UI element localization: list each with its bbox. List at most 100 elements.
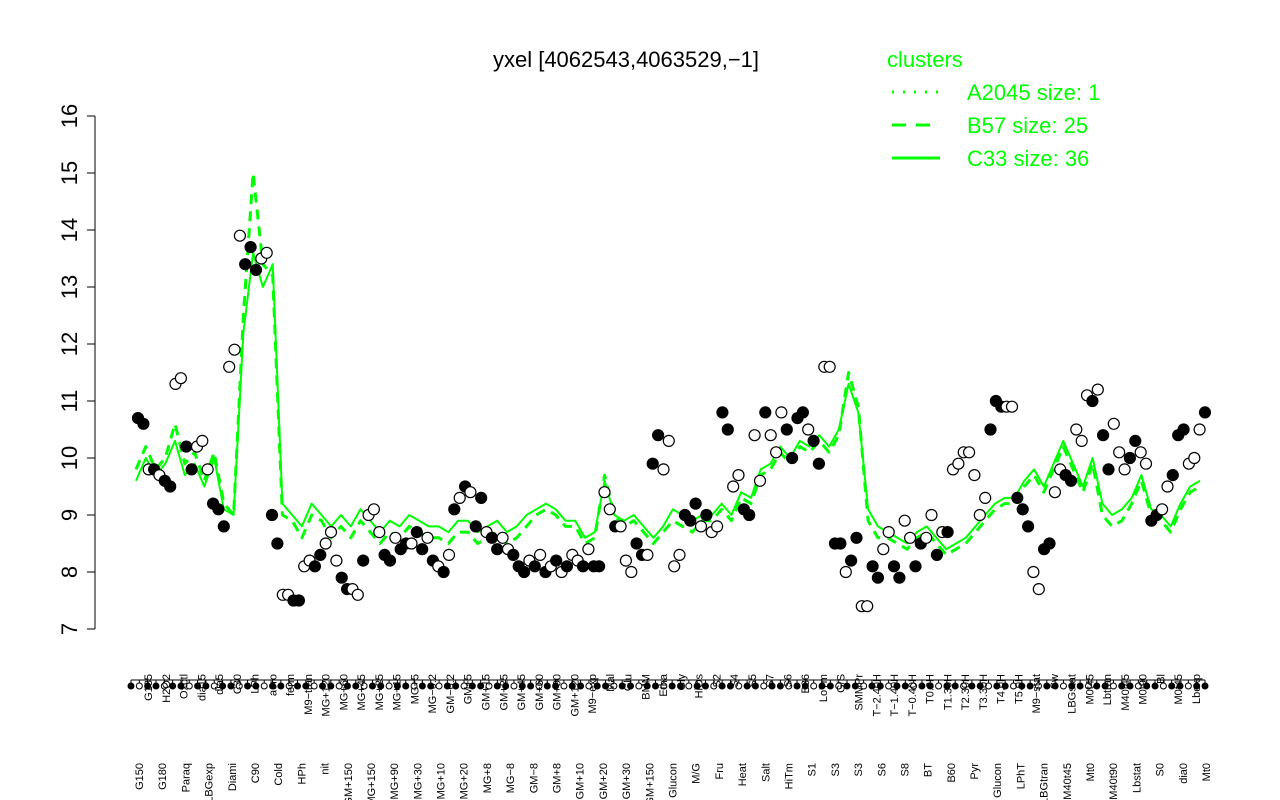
data-point-open bbox=[330, 554, 343, 567]
x-tick-marker bbox=[518, 682, 526, 690]
data-point-open bbox=[614, 520, 627, 533]
chart-title: yxel [4062543,4063529,−1] bbox=[493, 47, 759, 72]
data-point-open bbox=[952, 457, 965, 470]
x-tick-marker bbox=[652, 682, 660, 690]
x-tick-marker bbox=[435, 682, 443, 690]
x-tick-label: G180 bbox=[157, 763, 169, 790]
x-tick-label: Mt0 bbox=[1085, 763, 1097, 781]
x-tick-marker bbox=[1034, 682, 1042, 690]
data-point-open bbox=[260, 246, 273, 259]
y-tick-label: 8 bbox=[57, 566, 82, 578]
data-point-open bbox=[373, 525, 386, 539]
y-tick-label: 16 bbox=[57, 104, 82, 128]
data-point-open bbox=[775, 406, 788, 419]
x-tick-label: LPh bbox=[250, 674, 262, 694]
x-tick-marker bbox=[1043, 682, 1051, 690]
data-point-open bbox=[233, 229, 246, 242]
x-tick-marker bbox=[393, 682, 401, 690]
x-tick-label: GM+8 bbox=[552, 763, 564, 793]
x-tick-marker bbox=[593, 682, 601, 690]
data-point-filled bbox=[517, 565, 531, 579]
x-tick-marker bbox=[1026, 682, 1034, 690]
data-point-filled bbox=[689, 497, 702, 510]
data-point-open bbox=[603, 503, 616, 516]
x-tick-marker bbox=[785, 682, 793, 690]
x-tick-marker bbox=[1068, 682, 1076, 690]
x-tick-marker bbox=[826, 682, 834, 690]
x-tick-marker bbox=[343, 682, 351, 690]
x-tick-label: GM+150 bbox=[343, 763, 355, 800]
x-tick-marker bbox=[701, 682, 709, 690]
x-tick-label: GM+10 bbox=[575, 763, 587, 799]
y-tick-label: 7 bbox=[57, 623, 82, 635]
x-tick-marker bbox=[685, 682, 693, 690]
x-tick-marker bbox=[818, 682, 826, 690]
x-tick-marker bbox=[1151, 682, 1159, 690]
x-tick-marker bbox=[177, 682, 185, 690]
x-tick-marker bbox=[1059, 682, 1067, 690]
x-tick-label: T−0.40H bbox=[907, 674, 919, 717]
data-point-open bbox=[389, 531, 402, 544]
x-tick-marker bbox=[718, 682, 726, 690]
data-point-open bbox=[979, 491, 992, 504]
x-tick-marker bbox=[294, 682, 302, 690]
x-tick-marker bbox=[1051, 682, 1059, 690]
data-point-open bbox=[925, 508, 938, 522]
data-point-open bbox=[1070, 423, 1083, 436]
x-tick-label: S1 bbox=[807, 763, 819, 776]
x-tick-label: Lbstat bbox=[1131, 763, 1143, 793]
x-tick-label: C30 bbox=[232, 674, 244, 694]
x-tick-marker bbox=[144, 682, 152, 690]
data-point-open bbox=[903, 531, 917, 544]
x-tick-marker bbox=[443, 682, 451, 690]
data-point-filled bbox=[1166, 469, 1179, 482]
x-tick-marker bbox=[260, 682, 268, 690]
x-tick-marker bbox=[460, 682, 468, 690]
x-tick-label: T1.30H bbox=[942, 674, 954, 710]
x-tick-label: MG+60 bbox=[338, 674, 350, 710]
x-tick-label: S7 bbox=[765, 674, 777, 687]
x-tick-marker bbox=[935, 682, 943, 690]
data-point-filled bbox=[271, 537, 284, 550]
x-tick-label: Diami bbox=[227, 763, 239, 791]
data-point-filled bbox=[866, 560, 879, 573]
x-tick-label: G/S bbox=[836, 674, 848, 693]
data-point-filled bbox=[651, 429, 665, 442]
x-tick-marker bbox=[602, 682, 610, 690]
x-tick-marker bbox=[477, 682, 485, 690]
x-tick-marker bbox=[610, 682, 618, 690]
x-tick-marker bbox=[1168, 682, 1176, 690]
x-tick-label: MG+150 bbox=[366, 763, 378, 800]
x-tick-label: Mal bbox=[605, 674, 617, 692]
x-tick-label: MG+10 bbox=[436, 763, 448, 799]
x-tick-marker bbox=[868, 682, 876, 690]
data-point-open bbox=[861, 600, 874, 613]
data-point-open bbox=[582, 543, 595, 556]
x-tick-marker bbox=[1010, 682, 1018, 690]
x-tick-marker bbox=[385, 682, 393, 690]
data-point-open bbox=[1134, 446, 1147, 459]
data-point-open bbox=[1032, 582, 1045, 596]
x-tick-label: Gly bbox=[676, 674, 688, 691]
x-tick-marker bbox=[876, 682, 884, 690]
data-point-filled bbox=[560, 560, 574, 573]
data-point-open bbox=[201, 463, 214, 476]
x-tick-label: aero bbox=[267, 674, 279, 696]
x-tick-marker bbox=[1084, 682, 1092, 690]
data-point-filled bbox=[1129, 434, 1142, 447]
x-tick-marker bbox=[627, 682, 635, 690]
data-point-open bbox=[324, 525, 338, 539]
data-point-filled bbox=[576, 560, 590, 573]
data-point-open bbox=[196, 434, 209, 447]
x-tick-marker bbox=[235, 682, 243, 690]
x-tick-marker bbox=[1134, 682, 1142, 690]
data-point-filled bbox=[1016, 503, 1029, 516]
data-point-open bbox=[668, 560, 681, 573]
data-point-filled bbox=[164, 480, 177, 493]
x-tick-marker bbox=[485, 682, 493, 690]
x-tick-label: M40t90 bbox=[1108, 763, 1120, 800]
data-point-filled bbox=[265, 508, 279, 522]
x-tick-label: H2O2 bbox=[161, 674, 173, 703]
x-tick-marker bbox=[502, 682, 510, 690]
x-tick-label: B36 bbox=[800, 674, 812, 694]
